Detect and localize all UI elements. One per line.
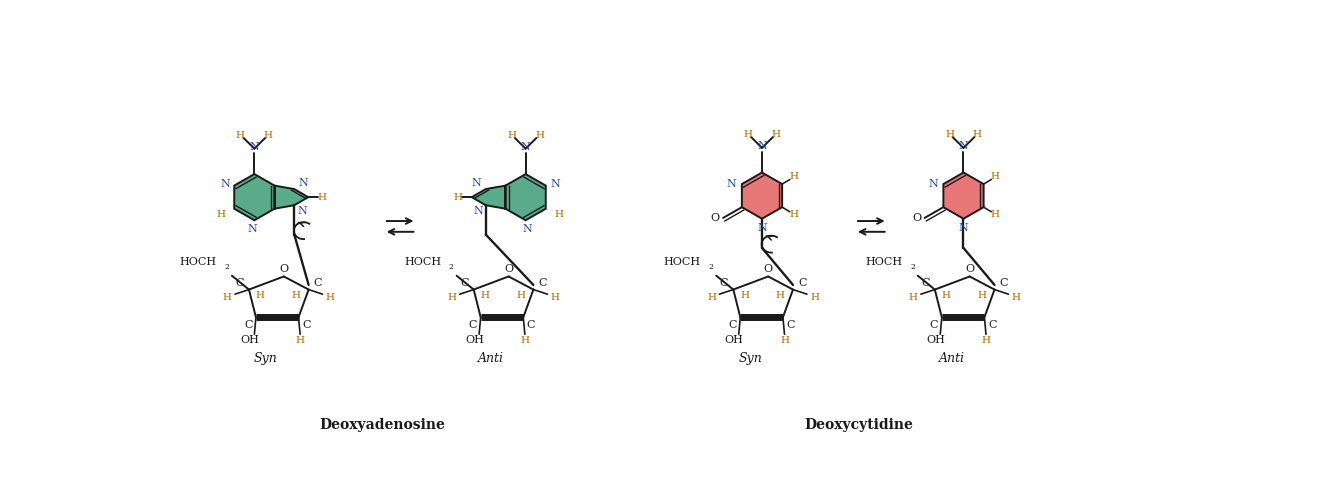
Text: H: H bbox=[990, 172, 999, 181]
Text: C: C bbox=[719, 278, 728, 288]
Text: N: N bbox=[297, 206, 307, 216]
Text: H: H bbox=[908, 293, 917, 302]
Text: N: N bbox=[299, 178, 308, 188]
Text: H: H bbox=[981, 336, 990, 345]
Text: H: H bbox=[448, 293, 456, 302]
Text: OH: OH bbox=[927, 335, 945, 346]
Text: C: C bbox=[798, 278, 806, 288]
Text: C: C bbox=[988, 320, 997, 330]
Text: C: C bbox=[929, 320, 939, 330]
Text: H: H bbox=[535, 131, 545, 140]
Text: HOCH: HOCH bbox=[865, 257, 903, 267]
Text: O: O bbox=[965, 264, 974, 274]
Text: N: N bbox=[727, 179, 736, 189]
Text: N: N bbox=[958, 223, 969, 233]
Text: C: C bbox=[301, 320, 311, 330]
Text: H: H bbox=[977, 291, 986, 300]
Text: H: H bbox=[780, 336, 789, 345]
Polygon shape bbox=[505, 174, 546, 220]
Text: H: H bbox=[1011, 293, 1021, 302]
Text: C: C bbox=[469, 320, 477, 330]
Text: C: C bbox=[921, 278, 929, 288]
Text: N: N bbox=[928, 179, 939, 189]
Text: C: C bbox=[538, 278, 547, 288]
Text: C: C bbox=[235, 278, 243, 288]
Text: HOCH: HOCH bbox=[405, 257, 442, 267]
Text: Anti: Anti bbox=[939, 352, 965, 366]
Text: H: H bbox=[296, 336, 304, 345]
Text: HOCH: HOCH bbox=[180, 257, 217, 267]
Text: N: N bbox=[758, 223, 767, 233]
Text: H: H bbox=[521, 336, 529, 345]
Text: C: C bbox=[787, 320, 795, 330]
Text: O: O bbox=[279, 264, 288, 274]
Text: Anti: Anti bbox=[477, 352, 504, 366]
Text: C: C bbox=[728, 320, 736, 330]
Text: H: H bbox=[508, 131, 516, 140]
Text: 2: 2 bbox=[709, 263, 714, 271]
Text: H: H bbox=[789, 210, 798, 220]
Text: N: N bbox=[250, 142, 259, 152]
Text: H: H bbox=[772, 130, 780, 139]
Text: H: H bbox=[945, 130, 954, 139]
Text: H: H bbox=[707, 293, 717, 302]
Text: H: H bbox=[453, 193, 463, 202]
Polygon shape bbox=[944, 173, 984, 219]
Text: H: H bbox=[740, 291, 750, 300]
Text: N: N bbox=[958, 142, 969, 151]
Text: Deoxycytidine: Deoxycytidine bbox=[805, 418, 914, 432]
Polygon shape bbox=[472, 185, 505, 209]
Text: O: O bbox=[711, 213, 720, 223]
Text: N: N bbox=[473, 206, 483, 216]
Text: C: C bbox=[526, 320, 535, 330]
Text: OH: OH bbox=[241, 335, 259, 346]
Polygon shape bbox=[742, 173, 783, 219]
Polygon shape bbox=[234, 174, 275, 220]
Text: H: H bbox=[810, 293, 820, 302]
Text: C: C bbox=[313, 278, 323, 288]
Text: H: H bbox=[480, 291, 489, 300]
Text: N: N bbox=[758, 142, 767, 151]
Text: N: N bbox=[550, 179, 561, 189]
Text: C: C bbox=[245, 320, 253, 330]
Polygon shape bbox=[275, 185, 308, 209]
Text: N: N bbox=[522, 224, 531, 235]
Text: O: O bbox=[504, 264, 513, 274]
Text: H: H bbox=[217, 210, 226, 220]
Text: H: H bbox=[516, 291, 525, 300]
Text: H: H bbox=[990, 210, 999, 220]
Text: OH: OH bbox=[724, 335, 743, 346]
Text: H: H bbox=[317, 193, 327, 202]
Text: 2: 2 bbox=[910, 263, 915, 271]
Text: N: N bbox=[249, 224, 258, 235]
Text: H: H bbox=[255, 291, 264, 300]
Text: H: H bbox=[264, 131, 272, 140]
Text: N: N bbox=[219, 179, 230, 189]
Text: H: H bbox=[973, 130, 982, 139]
Text: H: H bbox=[550, 293, 559, 302]
Text: 2: 2 bbox=[449, 263, 453, 271]
Text: N: N bbox=[521, 142, 530, 152]
Text: H: H bbox=[776, 291, 785, 300]
Text: H: H bbox=[291, 291, 300, 300]
Text: O: O bbox=[764, 264, 773, 274]
Text: HOCH: HOCH bbox=[664, 257, 701, 267]
Text: Syn: Syn bbox=[254, 352, 278, 366]
Text: Syn: Syn bbox=[739, 352, 763, 366]
Text: H: H bbox=[325, 293, 334, 302]
Text: N: N bbox=[472, 178, 481, 188]
Text: H: H bbox=[222, 293, 231, 302]
Text: C: C bbox=[999, 278, 1009, 288]
Text: H: H bbox=[743, 130, 752, 139]
Text: O: O bbox=[912, 213, 921, 223]
Text: H: H bbox=[235, 131, 245, 140]
Text: H: H bbox=[554, 210, 563, 220]
Text: H: H bbox=[789, 172, 798, 181]
Text: Deoxyadenosine: Deoxyadenosine bbox=[320, 418, 446, 432]
Text: OH: OH bbox=[465, 335, 484, 346]
Text: C: C bbox=[460, 278, 469, 288]
Text: H: H bbox=[941, 291, 951, 300]
Text: 2: 2 bbox=[225, 263, 229, 271]
